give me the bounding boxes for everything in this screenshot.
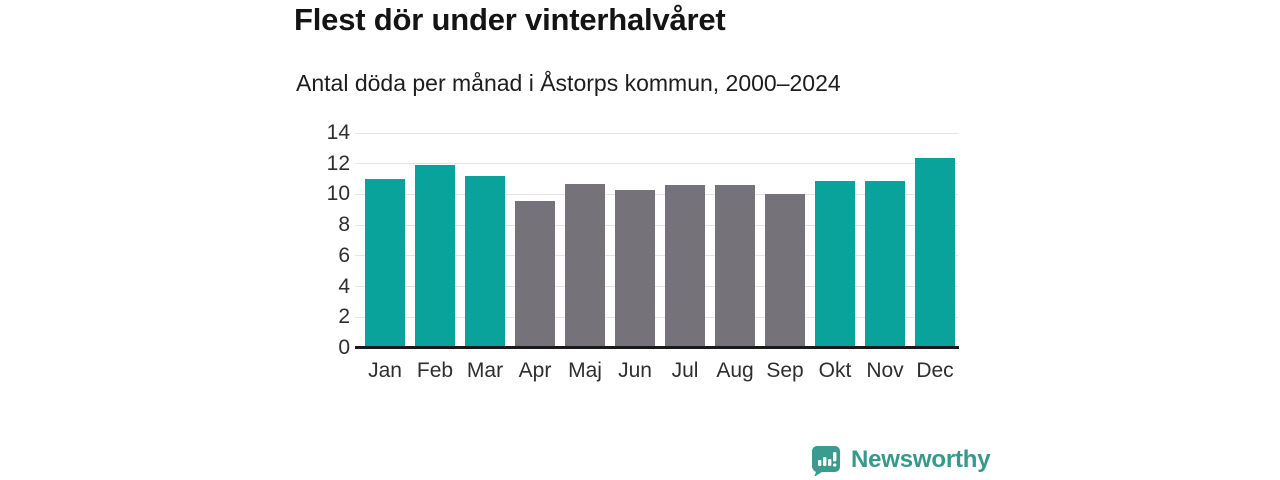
bar-okt xyxy=(815,180,855,348)
x-tick-label-feb: Feb xyxy=(416,359,454,382)
x-tick-label-mar: Mar xyxy=(466,359,504,382)
y-tick-label-0: 0 xyxy=(338,336,350,359)
bar-jan xyxy=(365,179,405,348)
x-tick-label-aug: Aug xyxy=(716,359,754,382)
y-tick-label-12: 12 xyxy=(326,151,350,175)
brand-name: Newsworthy xyxy=(851,446,991,473)
gridline-y14 xyxy=(355,132,958,134)
bar-feb xyxy=(415,165,455,348)
brand-footer: Newsworthy xyxy=(810,444,991,476)
x-tick-label-nov: Nov xyxy=(866,359,904,382)
gridline-y10 xyxy=(355,193,958,195)
x-tick-label-jun: Jun xyxy=(618,359,652,382)
x-tick-label-jan: Jan xyxy=(368,359,402,382)
y-tick-label-14: 14 xyxy=(326,121,350,144)
bar-jul xyxy=(665,185,705,348)
bar-nov xyxy=(865,180,905,348)
y-tick-label-2: 2 xyxy=(338,305,350,329)
x-tick-label-okt: Okt xyxy=(818,359,852,382)
y-tick-label-4: 4 xyxy=(338,274,350,298)
x-axis-line xyxy=(355,346,959,349)
bar-jun xyxy=(615,189,655,348)
bar-aug xyxy=(715,185,755,348)
bar-chart-plot-area xyxy=(355,132,958,348)
gridline-y4 xyxy=(355,286,958,288)
chart-subtitle: Antal döda per månad i Åstorps kommun, 2… xyxy=(296,70,841,96)
bar-apr xyxy=(515,200,555,348)
bar-dec xyxy=(915,157,955,348)
bar-mar xyxy=(465,176,505,348)
gridline-y2 xyxy=(355,316,958,318)
x-tick-label-apr: Apr xyxy=(518,359,552,382)
x-tick-label-dec: Dec xyxy=(916,359,954,382)
bar-sep xyxy=(765,194,805,348)
newsworthy-logo-icon xyxy=(812,446,840,476)
y-tick-label-6: 6 xyxy=(338,243,350,267)
x-tick-label-sep: Sep xyxy=(766,359,804,382)
gridline-y6 xyxy=(355,255,958,257)
chart-title: Flest dör under vinterhalvåret xyxy=(294,2,726,37)
mini-bar-chart-glyph xyxy=(818,452,837,467)
y-tick-label-8: 8 xyxy=(338,213,350,237)
gridline-y12 xyxy=(355,163,958,165)
y-tick-label-10: 10 xyxy=(326,182,350,206)
x-tick-label-jul: Jul xyxy=(671,359,699,382)
bar-maj xyxy=(565,183,605,348)
gridline-y8 xyxy=(355,224,958,226)
x-tick-label-maj: Maj xyxy=(568,359,602,382)
